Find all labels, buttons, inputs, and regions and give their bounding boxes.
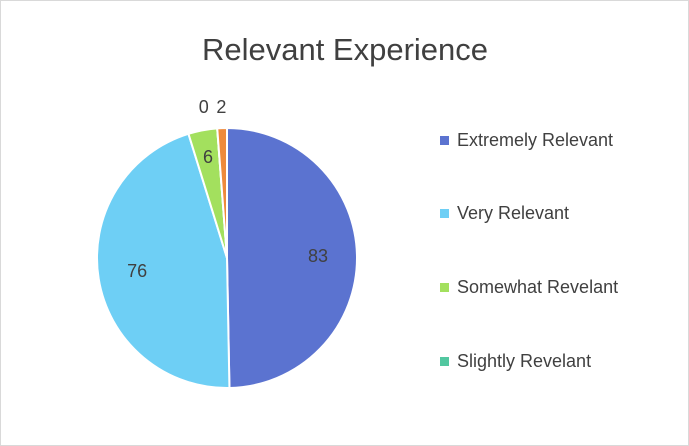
legend-label: Very Relevant	[457, 203, 570, 223]
pie-slice	[226, 126, 358, 389]
data-label: 2	[216, 97, 226, 117]
legend-label: Extremely Relevant	[457, 130, 614, 150]
legend-label: Somewhat Revelant	[457, 277, 619, 297]
legend-entry: Somewhat Revelant	[440, 275, 642, 300]
legend-entry: Very Relevant	[440, 201, 642, 226]
legend-entry: Slightly Revelant	[440, 349, 642, 374]
legend-entry: Extremely Relevant	[440, 128, 642, 153]
chart-title: Relevant Experience	[202, 32, 488, 67]
pie-slice	[96, 132, 231, 389]
data-label: 6	[203, 147, 213, 167]
pie-slice	[216, 126, 228, 259]
data-label: 0	[199, 97, 209, 117]
legend-label: Slightly Revelant	[457, 351, 592, 371]
legend-swatch	[440, 357, 449, 366]
data-label: 76	[127, 261, 147, 281]
legend-swatch	[440, 283, 449, 292]
legend-swatch	[440, 209, 449, 218]
data-label: 83	[308, 246, 328, 266]
legend-swatch	[440, 136, 449, 145]
